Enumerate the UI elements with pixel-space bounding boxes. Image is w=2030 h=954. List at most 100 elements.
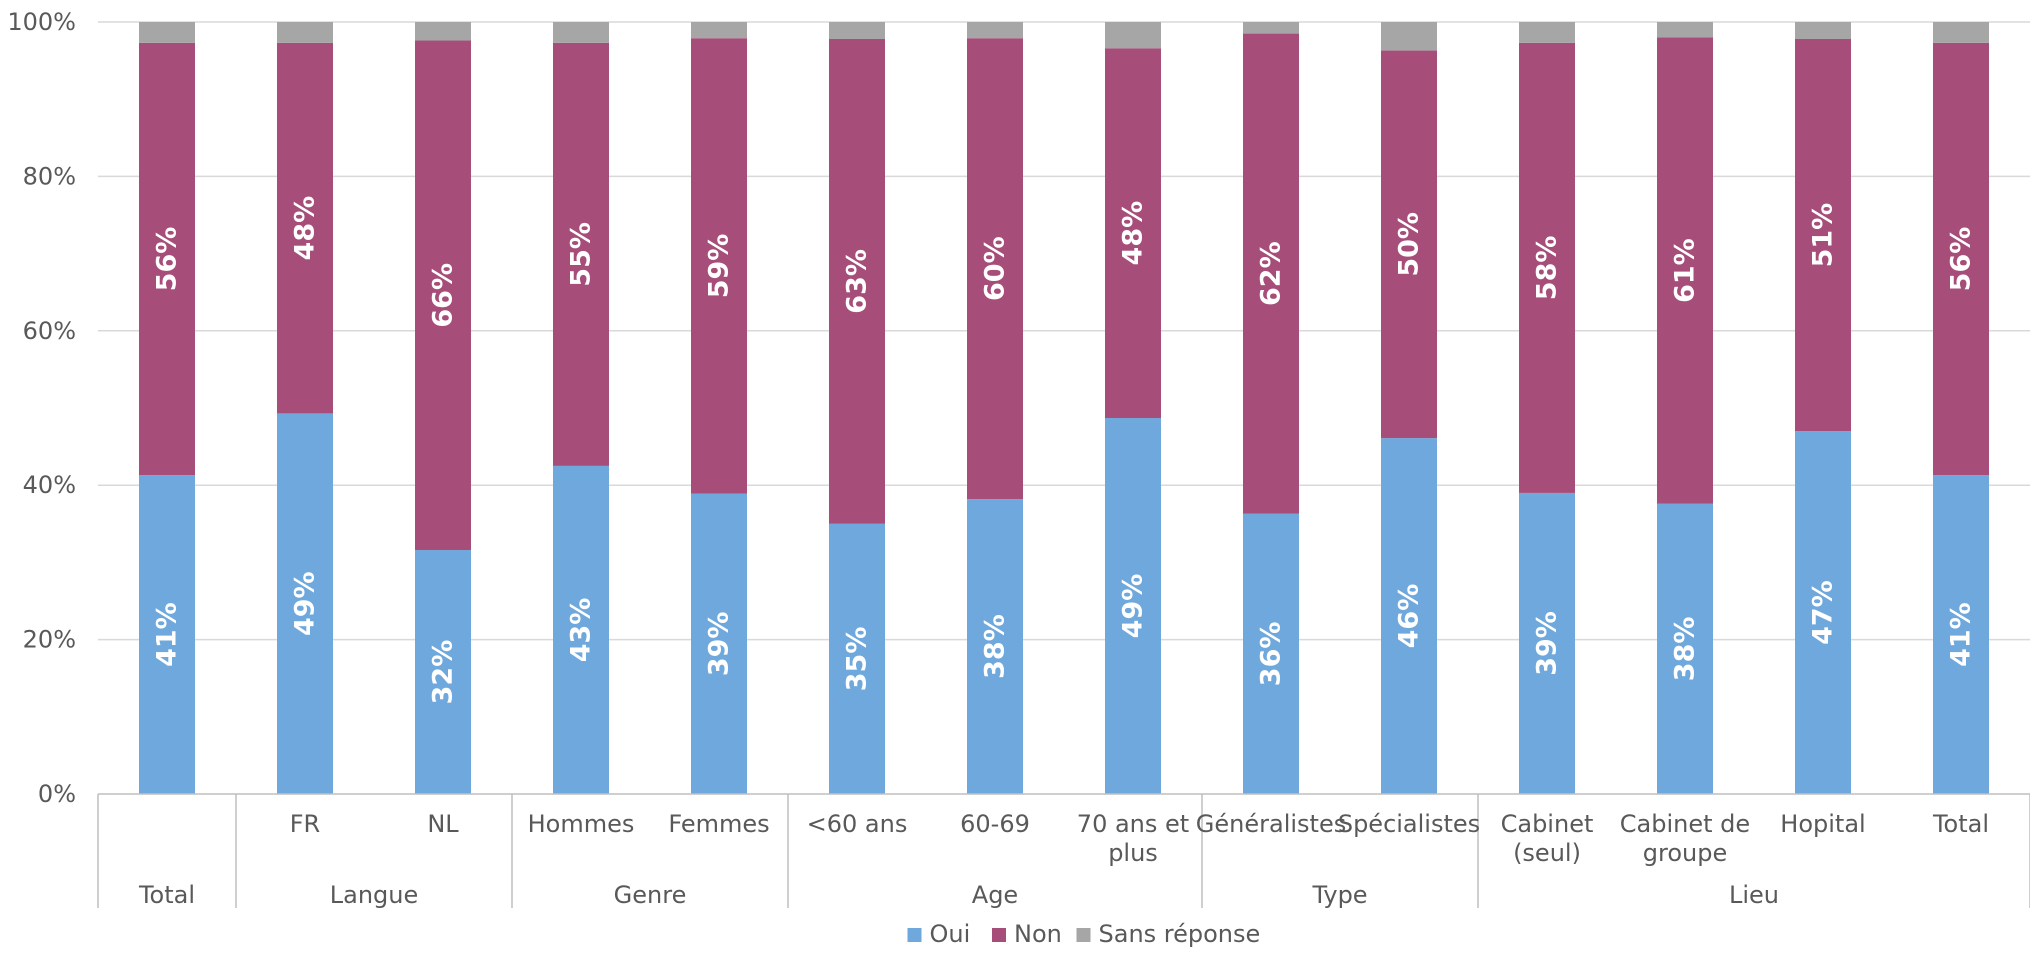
y-tick-label: 20% (23, 626, 76, 654)
data-label: 46% (1394, 584, 1425, 649)
group-label: Lieu (1729, 881, 1779, 909)
legend-label: Non (1014, 920, 1062, 948)
x-tick-label: <60 ans (807, 810, 908, 838)
bar-non (1105, 48, 1161, 419)
group-label: Langue (330, 881, 419, 909)
group-label: Type (1311, 881, 1367, 909)
data-label: 61% (1670, 238, 1701, 303)
data-label: 38% (1670, 617, 1701, 682)
bar-sans-r-ponse (1519, 22, 1575, 43)
bar-non (1795, 38, 1851, 432)
bar-oui (1519, 492, 1575, 794)
bar-oui (139, 475, 195, 794)
group-label: Age (972, 881, 1018, 909)
bar-non (829, 38, 885, 524)
data-label: 36% (1256, 622, 1287, 687)
x-tick-label: FR (290, 810, 320, 838)
bar-sans-r-ponse (415, 22, 471, 41)
data-label: 63% (842, 249, 873, 314)
y-tick-label: 60% (23, 317, 76, 345)
x-tick-label: Hommes (528, 810, 635, 838)
y-tick-label: 100% (7, 8, 76, 36)
data-label: 39% (1532, 611, 1563, 676)
x-tick-label: Hopital (1780, 810, 1865, 838)
bar-non (139, 42, 195, 476)
bar-oui (1105, 418, 1161, 794)
data-label: 47% (1808, 580, 1839, 645)
x-tick-label: Cabinet de groupe (1620, 810, 1750, 867)
legend-swatch (992, 928, 1006, 942)
data-label: 62% (1256, 241, 1287, 306)
data-label: 48% (290, 196, 321, 261)
x-tick-label: Spécialistes (1338, 810, 1480, 838)
bar-oui (277, 413, 333, 794)
bar-sans-r-ponse (1795, 22, 1851, 39)
data-label: 41% (152, 602, 183, 667)
bar-oui (1381, 438, 1437, 794)
bar-non (1933, 42, 1989, 476)
bar-sans-r-ponse (1933, 22, 1989, 43)
data-label: 39% (704, 612, 735, 677)
bar-sans-r-ponse (1381, 22, 1437, 51)
bar-oui (1243, 513, 1299, 794)
data-label: 58% (1532, 236, 1563, 301)
data-label: 59% (704, 234, 735, 299)
bar-sans-r-ponse (139, 22, 195, 43)
bar-oui (415, 550, 471, 794)
y-tick-label: 40% (23, 471, 76, 499)
data-label: 38% (980, 614, 1011, 679)
data-label: 56% (152, 227, 183, 292)
bar-sans-r-ponse (1657, 22, 1713, 38)
data-label: 66% (428, 263, 459, 328)
bar-non (277, 42, 333, 414)
bar-oui (553, 465, 609, 794)
data-label: 51% (1808, 203, 1839, 268)
group-label: Total (138, 881, 195, 909)
x-tick-label: Généralistes (1196, 810, 1346, 838)
x-tick-label: Total (1932, 810, 1989, 838)
bar-non (1243, 33, 1299, 514)
bar-non (415, 40, 471, 551)
bar-sans-r-ponse (691, 22, 747, 39)
data-label: 35% (842, 627, 873, 692)
bar-oui (1933, 475, 1989, 794)
bar-non (1381, 50, 1437, 439)
y-axis: 0% 20% 40% 60% 80% 100% (7, 8, 76, 808)
bar-sans-r-ponse (1243, 22, 1299, 34)
bar-non (1657, 37, 1713, 504)
bar-sans-r-ponse (1105, 22, 1161, 49)
data-label: 60% (980, 236, 1011, 301)
data-label: 50% (1394, 212, 1425, 277)
bar-sans-r-ponse (277, 22, 333, 43)
bar-sans-r-ponse (553, 22, 609, 43)
data-label: 43% (566, 598, 597, 663)
data-label: 56% (1946, 227, 1977, 292)
x-tick-label: NL (427, 810, 459, 838)
bar-non (967, 38, 1023, 500)
legend-label: Oui (930, 920, 971, 948)
bar-oui (1657, 503, 1713, 794)
legend-swatch (1076, 928, 1091, 942)
x-tick-label: Cabinet (seul) (1501, 810, 1594, 867)
x-tick-label: 60-69 (960, 810, 1030, 838)
bar-sans-r-ponse (967, 22, 1023, 39)
x-tick-label: Femmes (668, 810, 769, 838)
group-label: Genre (614, 881, 687, 909)
bars: 41% 56% 49% 48% 32% 66% 43% 55% 39% 59% 35% 63% 38% 6… (139, 22, 1989, 794)
data-label: 32% (428, 640, 459, 705)
y-tick-label: 80% (23, 162, 76, 190)
bar-oui (691, 493, 747, 794)
data-label: 49% (1118, 574, 1149, 639)
data-label: 55% (566, 222, 597, 287)
data-label: 49% (290, 571, 321, 636)
bar-non (691, 38, 747, 494)
bar-oui (1795, 431, 1851, 794)
legend-label: Sans réponse (1099, 920, 1261, 948)
bar-oui (829, 523, 885, 794)
bar-non (1519, 42, 1575, 493)
y-tick-label: 0% (38, 780, 76, 808)
data-label: 48% (1118, 201, 1149, 266)
gridlines (98, 21, 2030, 641)
bar-oui (967, 499, 1023, 794)
